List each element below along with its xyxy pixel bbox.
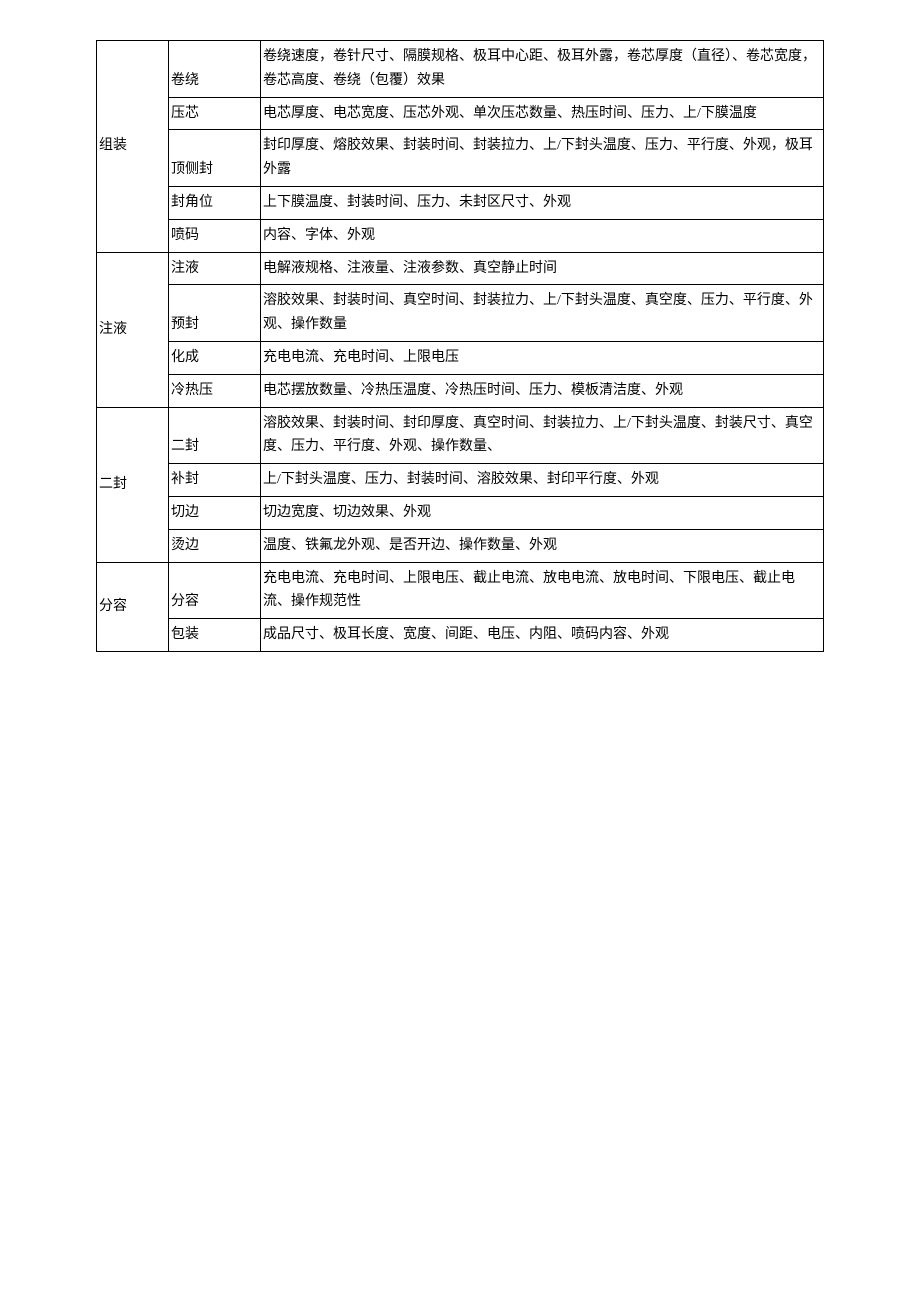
- category-cell: 分容: [97, 562, 169, 651]
- detail-cell: 封印厚度、熔胶效果、封装时间、封装拉力、上/下封头温度、压力、平行度、外观，极耳…: [261, 130, 824, 187]
- table-row: 喷码内容、字体、外观: [97, 219, 824, 252]
- detail-cell: 温度、铁氟龙外观、是否开边、操作数量、外观: [261, 529, 824, 562]
- table-row: 封角位上下膜温度、封装时间、压力、未封区尺寸、外观: [97, 186, 824, 219]
- detail-cell: 上/下封头温度、压力、封装时间、溶胶效果、封印平行度、外观: [261, 464, 824, 497]
- process-cell: 封角位: [169, 186, 261, 219]
- process-cell: 补封: [169, 464, 261, 497]
- process-cell: 烫边: [169, 529, 261, 562]
- process-table: 组装卷绕卷绕速度，卷针尺寸、隔膜规格、极耳中心距、极耳外露，卷芯厚度（直径）、卷…: [96, 40, 824, 652]
- category-cell: 二封: [97, 407, 169, 562]
- table-row: 压芯电芯厚度、电芯宽度、压芯外观、单次压芯数量、热压时间、压力、上/下膜温度: [97, 97, 824, 130]
- table-row: 预封溶胶效果、封装时间、真空时间、封装拉力、上/下封头温度、真空度、压力、平行度…: [97, 285, 824, 342]
- process-cell: 二封: [169, 407, 261, 464]
- table-row: 包装成品尺寸、极耳长度、宽度、间距、电压、内阻、喷码内容、外观: [97, 619, 824, 652]
- detail-cell: 切边宽度、切边效果、外观: [261, 496, 824, 529]
- detail-cell: 电芯厚度、电芯宽度、压芯外观、单次压芯数量、热压时间、压力、上/下膜温度: [261, 97, 824, 130]
- process-cell: 冷热压: [169, 374, 261, 407]
- process-cell: 分容: [169, 562, 261, 619]
- detail-cell: 充电电流、充电时间、上限电压、截止电流、放电电流、放电时间、下限电压、截止电流、…: [261, 562, 824, 619]
- detail-cell: 电解液规格、注液量、注液参数、真空静止时间: [261, 252, 824, 285]
- detail-cell: 电芯摆放数量、冷热压温度、冷热压时间、压力、模板清洁度、外观: [261, 374, 824, 407]
- detail-cell: 充电电流、充电时间、上限电压: [261, 341, 824, 374]
- process-cell: 压芯: [169, 97, 261, 130]
- table-row: 顶侧封封印厚度、熔胶效果、封装时间、封装拉力、上/下封头温度、压力、平行度、外观…: [97, 130, 824, 187]
- process-cell: 切边: [169, 496, 261, 529]
- process-cell: 卷绕: [169, 41, 261, 98]
- table-row: 注液注液电解液规格、注液量、注液参数、真空静止时间: [97, 252, 824, 285]
- table-row: 切边切边宽度、切边效果、外观: [97, 496, 824, 529]
- table-row: 补封上/下封头温度、压力、封装时间、溶胶效果、封印平行度、外观: [97, 464, 824, 497]
- process-cell: 预封: [169, 285, 261, 342]
- category-cell: 组装: [97, 41, 169, 253]
- detail-cell: 卷绕速度，卷针尺寸、隔膜规格、极耳中心距、极耳外露，卷芯厚度（直径）、卷芯宽度，…: [261, 41, 824, 98]
- process-cell: 注液: [169, 252, 261, 285]
- detail-cell: 内容、字体、外观: [261, 219, 824, 252]
- detail-cell: 上下膜温度、封装时间、压力、未封区尺寸、外观: [261, 186, 824, 219]
- table-row: 冷热压电芯摆放数量、冷热压温度、冷热压时间、压力、模板清洁度、外观: [97, 374, 824, 407]
- table-row: 分容分容充电电流、充电时间、上限电压、截止电流、放电电流、放电时间、下限电压、截…: [97, 562, 824, 619]
- table-row: 组装卷绕卷绕速度，卷针尺寸、隔膜规格、极耳中心距、极耳外露，卷芯厚度（直径）、卷…: [97, 41, 824, 98]
- detail-cell: 溶胶效果、封装时间、封印厚度、真空时间、封装拉力、上/下封头温度、封装尺寸、真空…: [261, 407, 824, 464]
- process-cell: 化成: [169, 341, 261, 374]
- category-cell: 注液: [97, 252, 169, 407]
- process-cell: 喷码: [169, 219, 261, 252]
- detail-cell: 成品尺寸、极耳长度、宽度、间距、电压、内阻、喷码内容、外观: [261, 619, 824, 652]
- process-cell: 顶侧封: [169, 130, 261, 187]
- table-row: 烫边温度、铁氟龙外观、是否开边、操作数量、外观: [97, 529, 824, 562]
- table-row: 二封二封溶胶效果、封装时间、封印厚度、真空时间、封装拉力、上/下封头温度、封装尺…: [97, 407, 824, 464]
- process-cell: 包装: [169, 619, 261, 652]
- detail-cell: 溶胶效果、封装时间、真空时间、封装拉力、上/下封头温度、真空度、压力、平行度、外…: [261, 285, 824, 342]
- table-row: 化成充电电流、充电时间、上限电压: [97, 341, 824, 374]
- table-body: 组装卷绕卷绕速度，卷针尺寸、隔膜规格、极耳中心距、极耳外露，卷芯厚度（直径）、卷…: [97, 41, 824, 652]
